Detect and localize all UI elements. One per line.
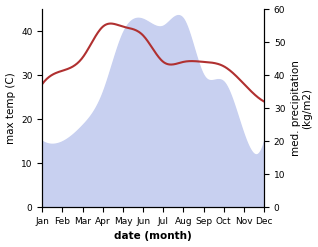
Y-axis label: max temp (C): max temp (C) xyxy=(5,72,16,144)
X-axis label: date (month): date (month) xyxy=(114,231,192,242)
Y-axis label: med. precipitation
(kg/m2): med. precipitation (kg/m2) xyxy=(291,60,313,156)
